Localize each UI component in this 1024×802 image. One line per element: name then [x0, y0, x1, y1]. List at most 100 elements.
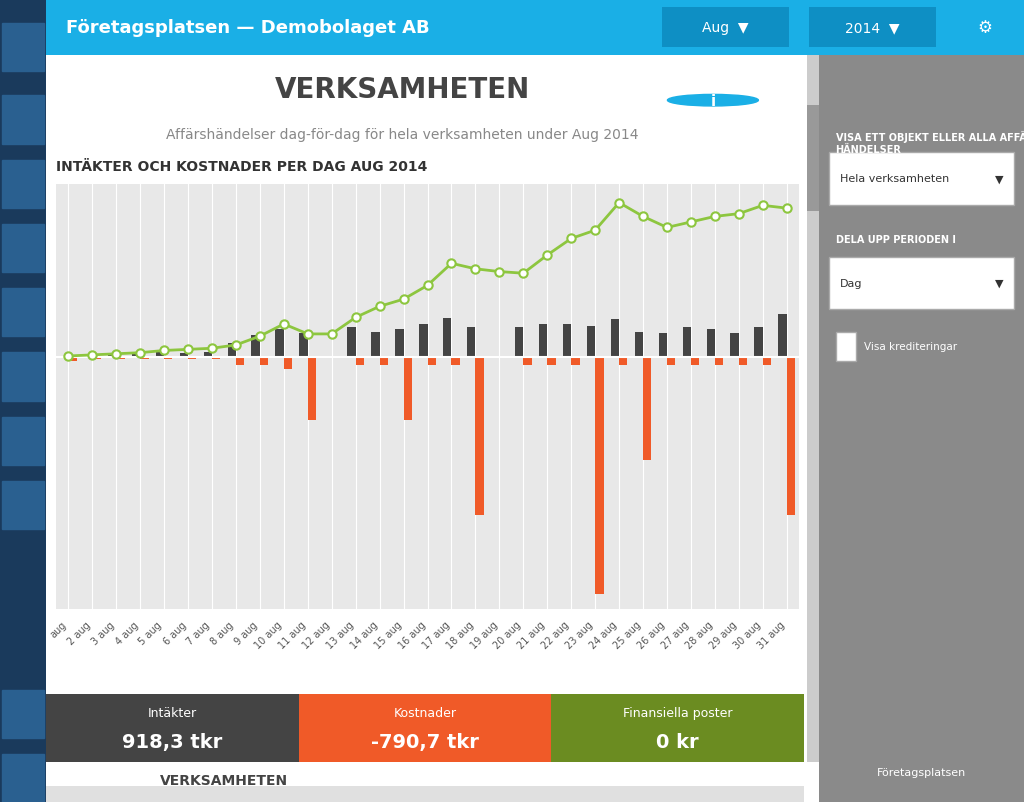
Bar [2, 690, 44, 738]
Bar [380, 358, 388, 366]
Bar [2, 289, 44, 337]
Bar [836, 332, 856, 362]
Bar [452, 358, 460, 366]
Text: VERKSAMHETEN: VERKSAMHETEN [274, 75, 529, 103]
Text: ▼: ▼ [995, 174, 1004, 184]
Text: i: i [711, 94, 716, 108]
Bar [739, 358, 748, 366]
Text: ▼: ▼ [995, 278, 1004, 289]
Bar [547, 358, 556, 366]
Bar [515, 328, 523, 358]
Text: -790,7 tkr: -790,7 tkr [371, 732, 479, 751]
Bar [308, 358, 316, 420]
Bar [69, 358, 77, 362]
FancyBboxPatch shape [809, 9, 936, 47]
Circle shape [668, 95, 759, 107]
Bar [60, 356, 69, 358]
Bar [252, 335, 260, 358]
Text: Kostnader: Kostnader [393, 707, 457, 719]
Text: Hela verksamheten: Hela verksamheten [840, 174, 949, 184]
Bar [778, 314, 786, 358]
Bar [2, 417, 44, 465]
Bar [2, 160, 44, 209]
Text: Företagsplatsen — Demobolaget AB: Företagsplatsen — Demobolaget AB [66, 19, 429, 37]
Text: Företagsplatsen: Företagsplatsen [877, 768, 967, 777]
FancyBboxPatch shape [663, 9, 790, 47]
Text: 0 kr: 0 kr [403, 800, 446, 802]
Bar [730, 334, 739, 358]
Bar [419, 325, 427, 358]
Bar [563, 325, 571, 358]
Bar [643, 358, 651, 460]
Bar [475, 358, 483, 515]
Bar [443, 318, 452, 358]
Bar [355, 358, 365, 366]
Bar [284, 358, 292, 370]
Bar [299, 334, 308, 358]
Text: DELA UPP PERIODEN I: DELA UPP PERIODEN I [836, 235, 955, 245]
Text: INTÄKTER OCH KOSTNADER PER DAG AUG 2014: INTÄKTER OCH KOSTNADER PER DAG AUG 2014 [56, 160, 428, 173]
Bar [807, 106, 819, 212]
Bar [658, 334, 667, 358]
Bar [347, 328, 355, 358]
Text: Dag: Dag [840, 278, 862, 289]
Bar [620, 358, 628, 366]
Text: 918,3 tkr: 918,3 tkr [122, 732, 222, 751]
Bar [786, 358, 795, 515]
Text: 0 kr: 0 kr [152, 800, 194, 802]
Bar [236, 358, 245, 366]
Bar [571, 358, 580, 366]
Bar [84, 356, 92, 358]
Bar [260, 358, 268, 366]
Text: Visa krediteringar: Visa krediteringar [864, 342, 957, 352]
Bar [46, 786, 804, 802]
Bar [667, 358, 676, 366]
Bar [275, 330, 284, 358]
Bar [2, 24, 44, 72]
Bar [179, 354, 188, 358]
Bar [763, 358, 771, 366]
Bar [755, 328, 763, 358]
Bar [140, 358, 148, 360]
Bar [595, 358, 603, 593]
Bar [467, 328, 475, 358]
Text: 127,6 tkr: 127,6 tkr [628, 800, 728, 802]
Bar [427, 358, 436, 366]
Bar [212, 358, 220, 360]
Bar [395, 330, 403, 358]
Bar [156, 353, 164, 358]
Bar [587, 326, 595, 358]
FancyBboxPatch shape [829, 153, 1014, 205]
Bar [691, 358, 699, 366]
Bar [227, 343, 236, 358]
Text: Vinst: Vinst [663, 775, 693, 788]
Text: Intäkter: Intäkter [147, 707, 197, 719]
Text: 0 kr: 0 kr [656, 732, 698, 751]
Text: Aug  ▼: Aug ▼ [702, 21, 749, 35]
Bar [132, 354, 140, 358]
FancyBboxPatch shape [829, 257, 1014, 310]
Text: ⚙: ⚙ [978, 19, 992, 37]
Text: Finansiella poster: Finansiella poster [623, 707, 732, 719]
Bar [372, 333, 380, 358]
Bar [204, 353, 212, 358]
Bar [188, 358, 197, 360]
Bar [2, 481, 44, 529]
Bar [92, 358, 100, 359]
Bar [683, 328, 691, 358]
Bar [715, 358, 723, 366]
Text: 2014  ▼: 2014 ▼ [845, 21, 900, 35]
Text: Affärshändelser dag-för-dag för hela verksamheten under Aug 2014: Affärshändelser dag-för-dag för hela ver… [166, 128, 639, 142]
Bar [2, 754, 44, 802]
Text: VISA ETT OBJEKT ELLER ALLA AFFÄRS-
HÄNDELSER: VISA ETT OBJEKT ELLER ALLA AFFÄRS- HÄNDE… [836, 131, 1024, 155]
Text: VERKSAMHETEN: VERKSAMHETEN [160, 773, 288, 787]
Bar [164, 358, 172, 360]
Bar [403, 358, 412, 420]
Bar [635, 333, 643, 358]
Bar [610, 320, 620, 358]
Bar [707, 330, 715, 358]
Bar [2, 225, 44, 273]
Bar [523, 358, 531, 366]
Bar [116, 358, 125, 359]
Bar [108, 355, 116, 358]
